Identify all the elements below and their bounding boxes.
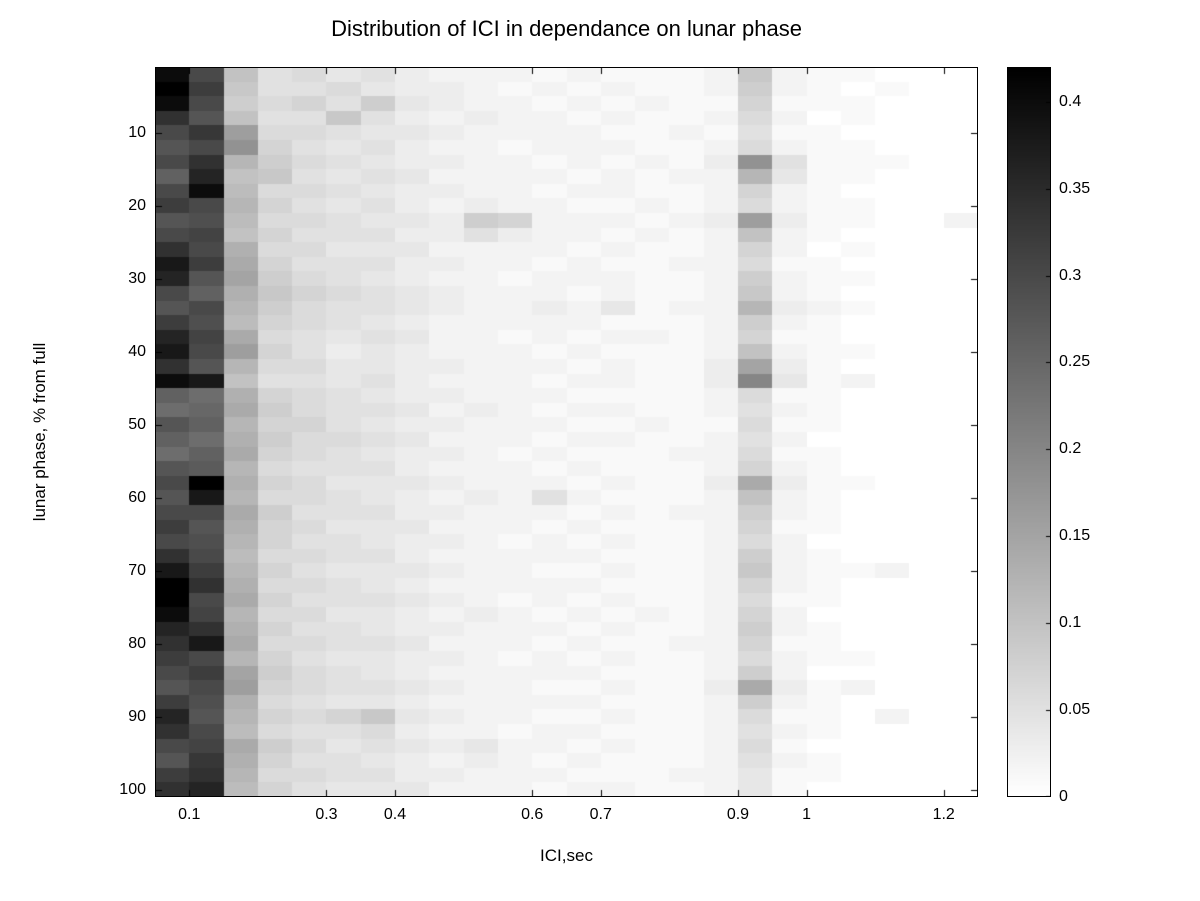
heatmap-canvas [155, 67, 978, 797]
chart-title: Distribution of ICI in dependance on lun… [331, 16, 802, 41]
x-tick-label: 1.2 [932, 806, 955, 823]
x-tick-label: 0.6 [521, 806, 544, 823]
colorbar-tick-label: 0.05 [1059, 701, 1091, 719]
y-tick-label: 40 [128, 342, 146, 360]
colorbar-tick-label: 0.25 [1059, 353, 1091, 371]
y-tick-label: 70 [128, 561, 146, 579]
x-tick-label: 0.7 [589, 806, 612, 823]
y-tick-label: 10 [128, 123, 146, 141]
colorbar-gradient [1007, 67, 1051, 797]
y-tick-label: 80 [128, 634, 146, 652]
x-tick-label: 1 [802, 806, 811, 823]
y-tick-label: 50 [128, 415, 146, 433]
y-axis-label: lunar phase, % from full [30, 342, 49, 522]
x-tick-label: 0.9 [726, 806, 750, 823]
colorbar-tick-label: 0.3 [1059, 266, 1082, 284]
colorbar-tick-label: 0.15 [1059, 527, 1091, 545]
y-tick-label: 30 [128, 269, 146, 287]
y-tick-label: 100 [119, 780, 146, 798]
colorbar-tick-label: 0.1 [1059, 614, 1082, 632]
y-tick-label: 60 [128, 488, 146, 506]
colorbar-tick-label: 0.4 [1059, 92, 1082, 110]
x-axis-label: ICI,sec [540, 846, 593, 865]
colorbar-tick-label: 0.2 [1059, 440, 1082, 458]
y-tick-label: 90 [128, 707, 146, 725]
x-tick-label: 0.1 [178, 806, 201, 823]
y-tick-label: 20 [128, 196, 146, 214]
colorbar-tick-label: 0 [1059, 788, 1068, 805]
colorbar-tick-label: 0.35 [1059, 179, 1091, 197]
x-tick-label: 0.4 [383, 806, 407, 823]
x-tick-label: 0.3 [315, 806, 338, 823]
